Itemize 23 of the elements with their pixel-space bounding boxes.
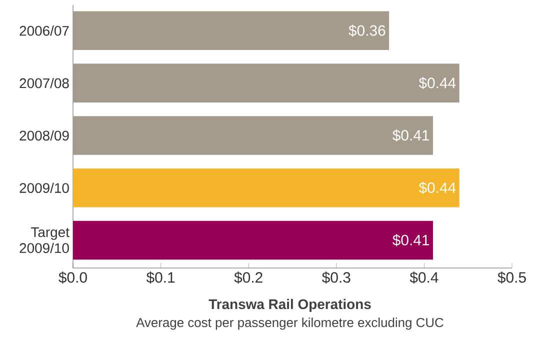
y-tick-label: 2007/08 [20,78,69,88]
y-tick-label: 2009/10 [20,182,69,193]
y-tick-label: Target 2009/10 [20,227,70,254]
text: Transwa Rail Operations [208,298,371,312]
x-tick-label: $0.3 [322,272,350,284]
data-label: $0.44 [418,182,456,194]
x-tick-label: $0.4 [410,272,438,284]
bar [73,168,460,208]
bar [73,220,433,260]
text: Average cost per passenger kilometre excluding CUC [136,318,444,330]
bar [73,11,390,50]
y-tick-label: 2008/09 [20,130,69,141]
data-label: $0.41 [392,234,430,246]
data-label: $0.44 [418,77,456,90]
x-tick-label: $0.5 [498,272,526,284]
data-label: $0.36 [348,24,386,37]
y-tick-label: 2006/07 [20,26,69,36]
x-tick-label: $0.2 [234,272,262,284]
data-label: $0.41 [392,129,430,142]
x-tick-label: $0.1 [146,272,175,284]
x-tick-label: $0.0 [58,272,87,284]
bar [73,116,433,155]
bar [73,64,460,102]
